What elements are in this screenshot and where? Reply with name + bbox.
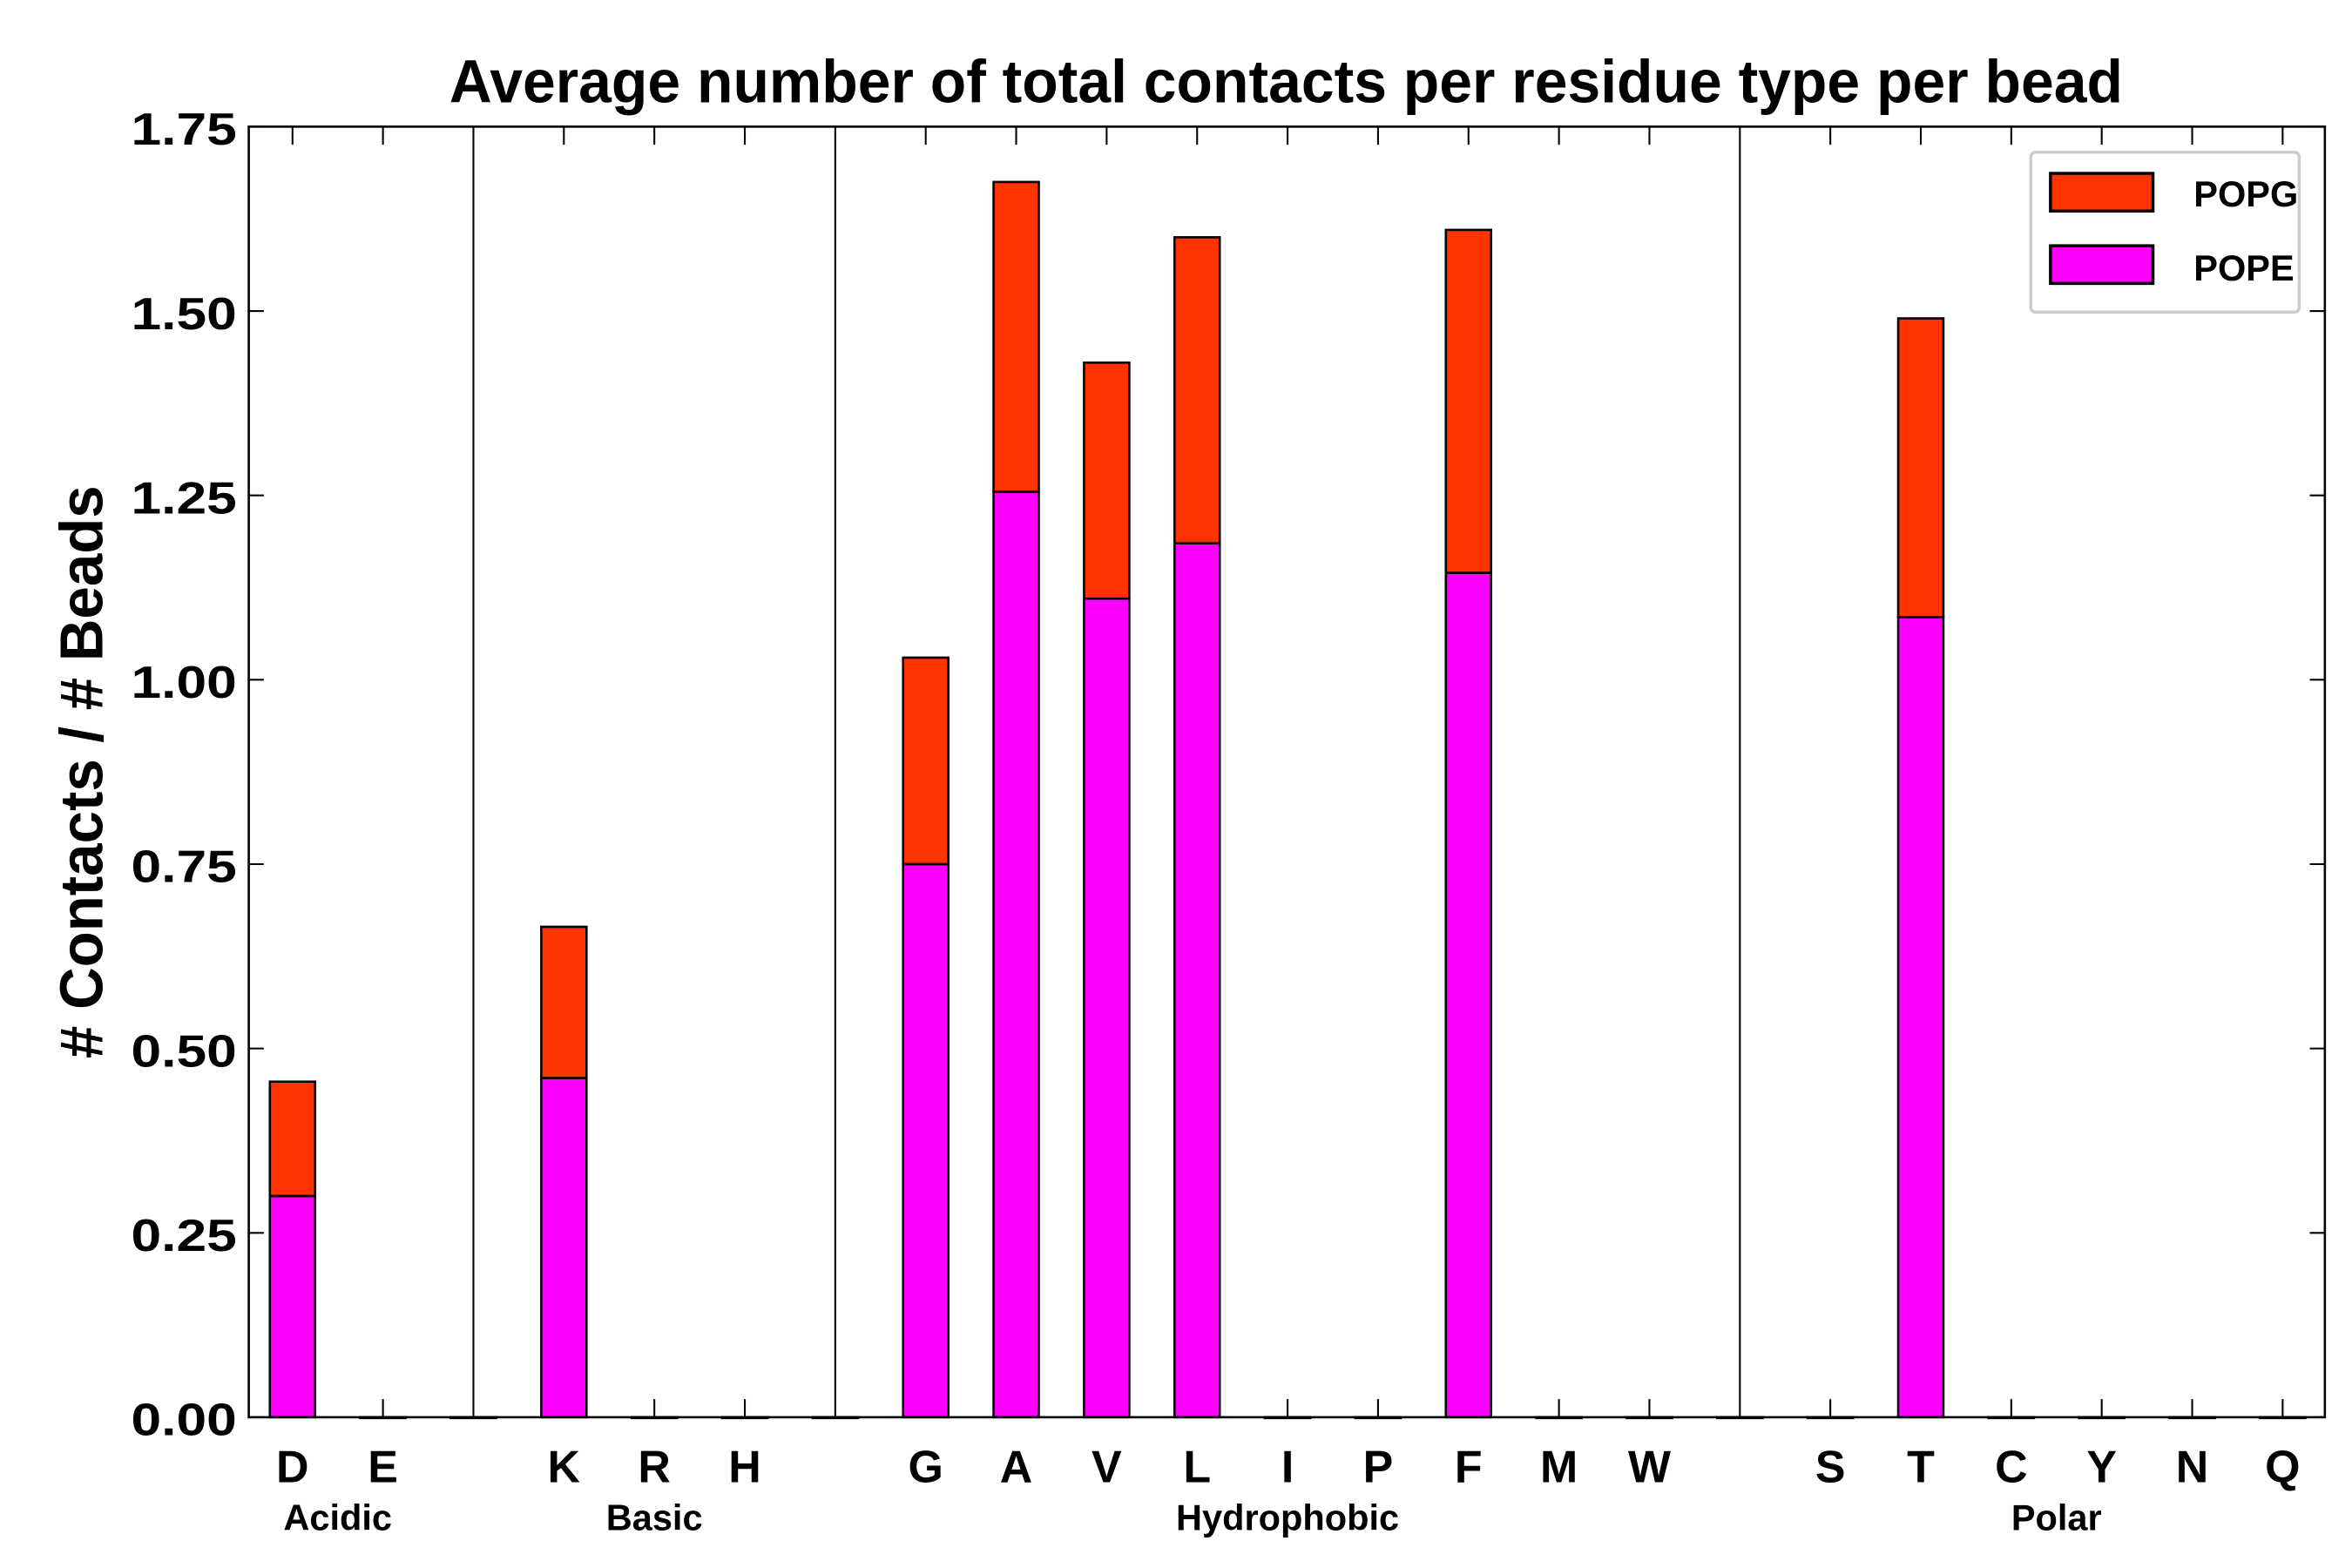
legend-swatch-popg bbox=[2049, 172, 2155, 213]
legend-label-pope: POPE bbox=[2193, 247, 2294, 288]
x-tick-label: N bbox=[2176, 1442, 2209, 1492]
x-tick-label: L bbox=[1183, 1442, 1211, 1492]
legend: POPG POPE bbox=[2029, 151, 2301, 314]
x-tick-label: H bbox=[728, 1442, 761, 1492]
x-tick-label: W bbox=[1628, 1442, 1671, 1492]
bar-pope-L bbox=[1173, 542, 1221, 1419]
bar-pope-F bbox=[1444, 571, 1493, 1419]
bar-pope-A bbox=[992, 490, 1040, 1419]
chart-title: Average number of total contacts per res… bbox=[449, 48, 2123, 116]
bar-pope-D bbox=[268, 1194, 317, 1419]
y-tick-label: 1.00 bbox=[132, 658, 237, 708]
group-label-polar: Polar bbox=[2011, 1497, 2102, 1538]
bar-popg-L bbox=[1173, 236, 1221, 545]
bar-popg-V bbox=[1083, 361, 1131, 600]
group-label-acidic: Acidic bbox=[283, 1497, 392, 1538]
y-tick-label: 1.75 bbox=[132, 105, 237, 155]
x-tick-label: Y bbox=[2086, 1442, 2117, 1492]
bar-pope-T bbox=[1896, 616, 1945, 1419]
x-tick-label: F bbox=[1455, 1442, 1483, 1492]
x-tick-label: D bbox=[276, 1442, 309, 1492]
x-tick-label: T bbox=[1907, 1442, 1935, 1492]
group-label-basic: Basic bbox=[606, 1497, 703, 1538]
legend-label-popg: POPG bbox=[2193, 173, 2298, 214]
bar-pope-K bbox=[540, 1077, 588, 1419]
bar-popg-D bbox=[268, 1080, 317, 1198]
x-tick-label: Q bbox=[2265, 1442, 2300, 1492]
y-tick-label: 0.25 bbox=[132, 1211, 237, 1261]
x-tick-label: S bbox=[1815, 1442, 1846, 1492]
x-tick-label: M bbox=[1540, 1442, 1578, 1492]
x-tick-label: G bbox=[909, 1442, 943, 1492]
bar-pope-G bbox=[902, 862, 950, 1419]
legend-swatch-pope bbox=[2049, 244, 2155, 286]
y-tick-label: 0.00 bbox=[132, 1396, 237, 1446]
group-label-hydrophobic: Hydrophobic bbox=[1176, 1497, 1399, 1538]
bar-popg-A bbox=[992, 180, 1040, 493]
bar-pope-V bbox=[1083, 597, 1131, 1419]
bar-popg-K bbox=[540, 925, 588, 1079]
plot-frame bbox=[247, 125, 2327, 1419]
x-tick-label: P bbox=[1363, 1442, 1394, 1492]
bar-popg-G bbox=[902, 656, 950, 866]
y-tick-label: 0.50 bbox=[132, 1026, 237, 1077]
y-tick-label: 0.75 bbox=[132, 842, 237, 893]
x-tick-label: E bbox=[368, 1442, 398, 1492]
x-tick-label: K bbox=[548, 1442, 581, 1492]
y-axis-label: # Contacts / # Beads bbox=[48, 485, 116, 1058]
bar-popg-T bbox=[1896, 317, 1945, 618]
x-tick-label: I bbox=[1281, 1442, 1294, 1492]
x-tick-label: A bbox=[1000, 1442, 1033, 1492]
x-tick-label: C bbox=[1995, 1442, 2027, 1492]
x-tick-label: R bbox=[638, 1442, 671, 1492]
y-tick-label: 1.25 bbox=[132, 473, 237, 524]
bar-popg-F bbox=[1444, 228, 1493, 574]
x-tick-label: V bbox=[1092, 1442, 1122, 1492]
y-tick-label: 1.50 bbox=[132, 289, 237, 340]
